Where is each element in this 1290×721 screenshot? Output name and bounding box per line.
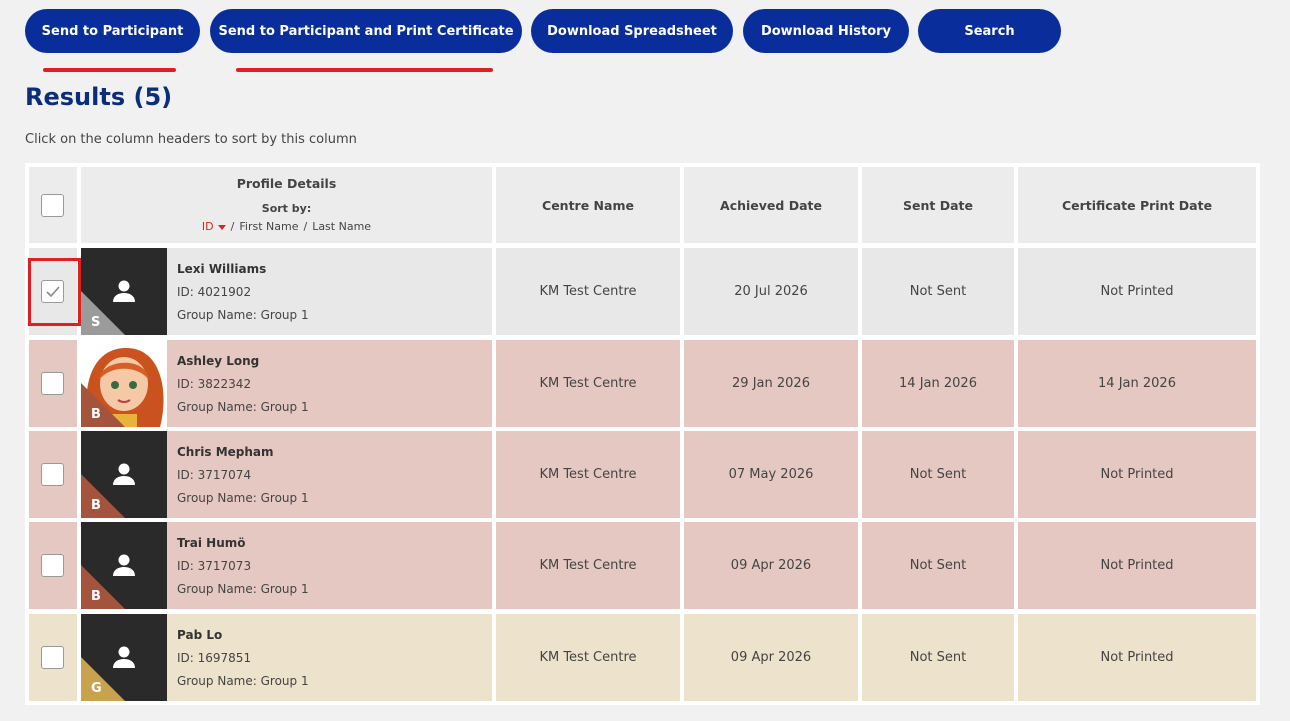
group: Group Name: Group 1: [177, 308, 309, 322]
cell: 20 Jul 2026: [684, 248, 858, 335]
name[interactable]: Lexi Williams: [177, 262, 267, 276]
header-cell[interactable]: Achieved Date: [684, 167, 858, 243]
badge-triangle: [81, 474, 125, 518]
button[interactable]: Download Spreadsheet: [531, 9, 733, 53]
cell: Not Printed: [1018, 522, 1256, 609]
sort-option[interactable]: First Name: [239, 220, 299, 233]
name[interactable]: Trai Humö: [177, 536, 246, 550]
header-cell[interactable]: Certificate Print Date: [1018, 167, 1256, 243]
name[interactable]: Ashley Long: [177, 354, 260, 368]
sort-option[interactable]: ID: [202, 220, 226, 233]
badge: B: [91, 407, 101, 422]
cell: 07 May 2026: [684, 431, 858, 518]
name[interactable]: Chris Mepham: [177, 445, 274, 459]
checkbox[interactable]: [41, 554, 64, 577]
cell: 14 Jan 2026: [862, 340, 1014, 427]
cell: Not Sent: [862, 522, 1014, 609]
participant-id: ID: 3717074: [177, 468, 252, 482]
badge: B: [91, 589, 101, 604]
sort-option[interactable]: Last Name: [312, 220, 372, 233]
button[interactable]: Search: [918, 9, 1061, 53]
sort-options: ID / First Name / Last Name: [81, 220, 492, 233]
avatar: G: [81, 614, 167, 701]
group: Group Name: Group 1: [177, 491, 309, 505]
cell: KM Test Centre: [496, 614, 680, 701]
results-title: Results (5): [25, 83, 173, 111]
cell: KM Test Centre: [496, 248, 680, 335]
sort-by: Sort by:: [261, 202, 312, 215]
button[interactable]: Send to Participant and Print Certificat…: [210, 9, 522, 53]
checkbox[interactable]: [41, 280, 64, 303]
avatar: B: [81, 340, 167, 427]
avatar: B: [81, 431, 167, 518]
header-cell: [81, 167, 492, 243]
checkbox[interactable]: [41, 194, 64, 217]
name[interactable]: Pab Lo: [177, 628, 223, 642]
underline: [43, 68, 176, 72]
avatar: B: [81, 522, 167, 609]
cell: Not Sent: [862, 248, 1014, 335]
badge: G: [91, 681, 102, 696]
cell: Not Printed: [1018, 248, 1256, 335]
avatar: S: [81, 248, 167, 335]
checkbox[interactable]: [41, 372, 64, 395]
badge-triangle: [81, 383, 125, 427]
underline: [236, 68, 493, 72]
participant-id: ID: 1697851: [177, 651, 252, 665]
cell: 29 Jan 2026: [684, 340, 858, 427]
cell: Not Sent: [862, 614, 1014, 701]
cell: KM Test Centre: [496, 340, 680, 427]
hint: Click on the column headers to sort by t…: [25, 132, 357, 147]
cell: 14 Jan 2026: [1018, 340, 1256, 427]
cell: Not Printed: [1018, 431, 1256, 518]
checkbox[interactable]: [41, 463, 64, 486]
badge: B: [91, 498, 101, 513]
cell: 09 Apr 2026: [684, 614, 858, 701]
group: Group Name: Group 1: [177, 674, 309, 688]
badge-triangle: [81, 291, 125, 335]
profile-header[interactable]: Profile Details: [236, 176, 337, 191]
header-cell[interactable]: Sent Date: [862, 167, 1014, 243]
badge: S: [91, 315, 101, 330]
participant-id: ID: 3822342: [177, 377, 252, 391]
participant-id: ID: 3717073: [177, 559, 252, 573]
cell: Not Sent: [862, 431, 1014, 518]
participant-id: ID: 4021902: [177, 285, 252, 299]
button[interactable]: Download History: [743, 9, 909, 53]
sort-separator: /: [303, 220, 308, 233]
sort-arrow: [217, 224, 226, 230]
checkbox[interactable]: [41, 646, 64, 669]
header-cell[interactable]: Centre Name: [496, 167, 680, 243]
cell: KM Test Centre: [496, 431, 680, 518]
sort-separator: /: [230, 220, 235, 233]
group: Group Name: Group 1: [177, 582, 309, 596]
highlight: [28, 258, 81, 326]
cell: KM Test Centre: [496, 522, 680, 609]
button[interactable]: Send to Participant: [25, 9, 200, 53]
group: Group Name: Group 1: [177, 400, 309, 414]
badge-triangle: [81, 657, 125, 701]
badge-triangle: [81, 565, 125, 609]
cell: Not Printed: [1018, 614, 1256, 701]
cell: 09 Apr 2026: [684, 522, 858, 609]
